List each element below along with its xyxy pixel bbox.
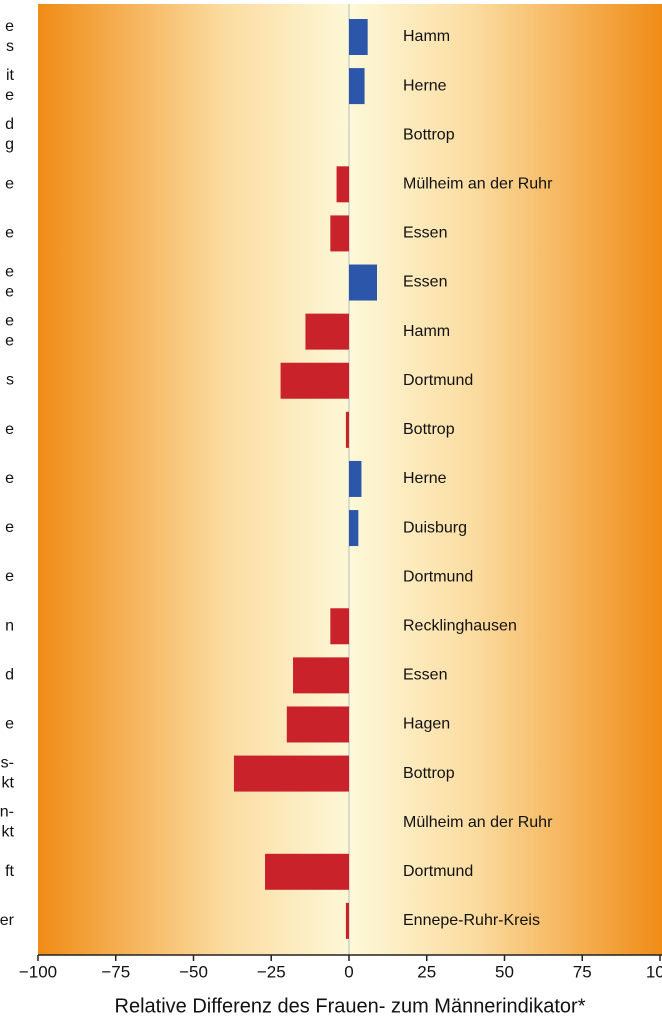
left-label: e [5, 225, 14, 242]
x-tick-label: 50 [495, 962, 514, 981]
bar [345, 411, 349, 448]
bar [349, 510, 359, 547]
left-label: ft [5, 863, 14, 880]
bar [233, 755, 349, 792]
category-label: Dortmund [403, 568, 473, 585]
bar [345, 902, 349, 939]
x-tick-label: 75 [573, 962, 592, 981]
category-label: Dortmund [403, 372, 473, 389]
x-axis-title: Relative Differenz des Frauen- zum Männe… [115, 995, 586, 1017]
bar [305, 313, 349, 350]
category-label: Hamm [403, 323, 450, 340]
x-tick-label: −25 [257, 962, 286, 981]
bar [349, 460, 362, 497]
left-label: s-kt [1, 755, 15, 792]
bar [265, 853, 349, 890]
category-label: Mülheim an der Ruhr [403, 176, 553, 193]
x-tick-label: 25 [417, 962, 436, 981]
category-label: Hagen [403, 716, 450, 733]
bar [330, 608, 349, 645]
category-label: Ennepe-Ruhr-Kreis [403, 912, 540, 929]
category-label: Hamm [403, 28, 450, 45]
category-label: Bottrop [403, 421, 455, 438]
left-label: d [5, 667, 14, 684]
left-label: n-kt [0, 804, 15, 841]
left-label: e [5, 421, 14, 438]
left-label: n [5, 617, 14, 634]
bar [349, 68, 365, 105]
bar [286, 706, 349, 743]
category-label: Herne [403, 77, 447, 94]
left-label: it e [5, 67, 14, 104]
left-label: e [5, 176, 14, 193]
bar [349, 19, 368, 55]
category-label: Essen [403, 225, 447, 242]
left-label: e [5, 568, 14, 585]
category-label: Dortmund [403, 863, 473, 880]
bar [330, 215, 349, 252]
x-tick-label: −75 [101, 962, 130, 981]
bar [336, 166, 349, 203]
left-label: s [6, 372, 14, 389]
category-label: Duisburg [403, 519, 467, 536]
category-label: Mülheim an der Ruhr [403, 814, 553, 831]
category-label: Bottrop [403, 765, 455, 782]
left-label: e [5, 716, 14, 733]
bar [349, 264, 377, 301]
category-label: Herne [403, 470, 447, 487]
category-label: Essen [403, 274, 447, 291]
x-tick-label: −50 [179, 962, 208, 981]
left-label: er [0, 912, 15, 929]
x-tick-label: −100 [19, 962, 57, 981]
category-label: Recklinghausen [403, 617, 517, 634]
category-label: Essen [403, 667, 447, 684]
left-label: e [5, 519, 14, 536]
category-label: Bottrop [403, 126, 455, 143]
x-tick-label: 0 [344, 962, 353, 981]
left-label: e [5, 470, 14, 487]
bar [280, 362, 349, 399]
bar [293, 657, 349, 694]
x-tick-label: 100 [646, 962, 662, 981]
